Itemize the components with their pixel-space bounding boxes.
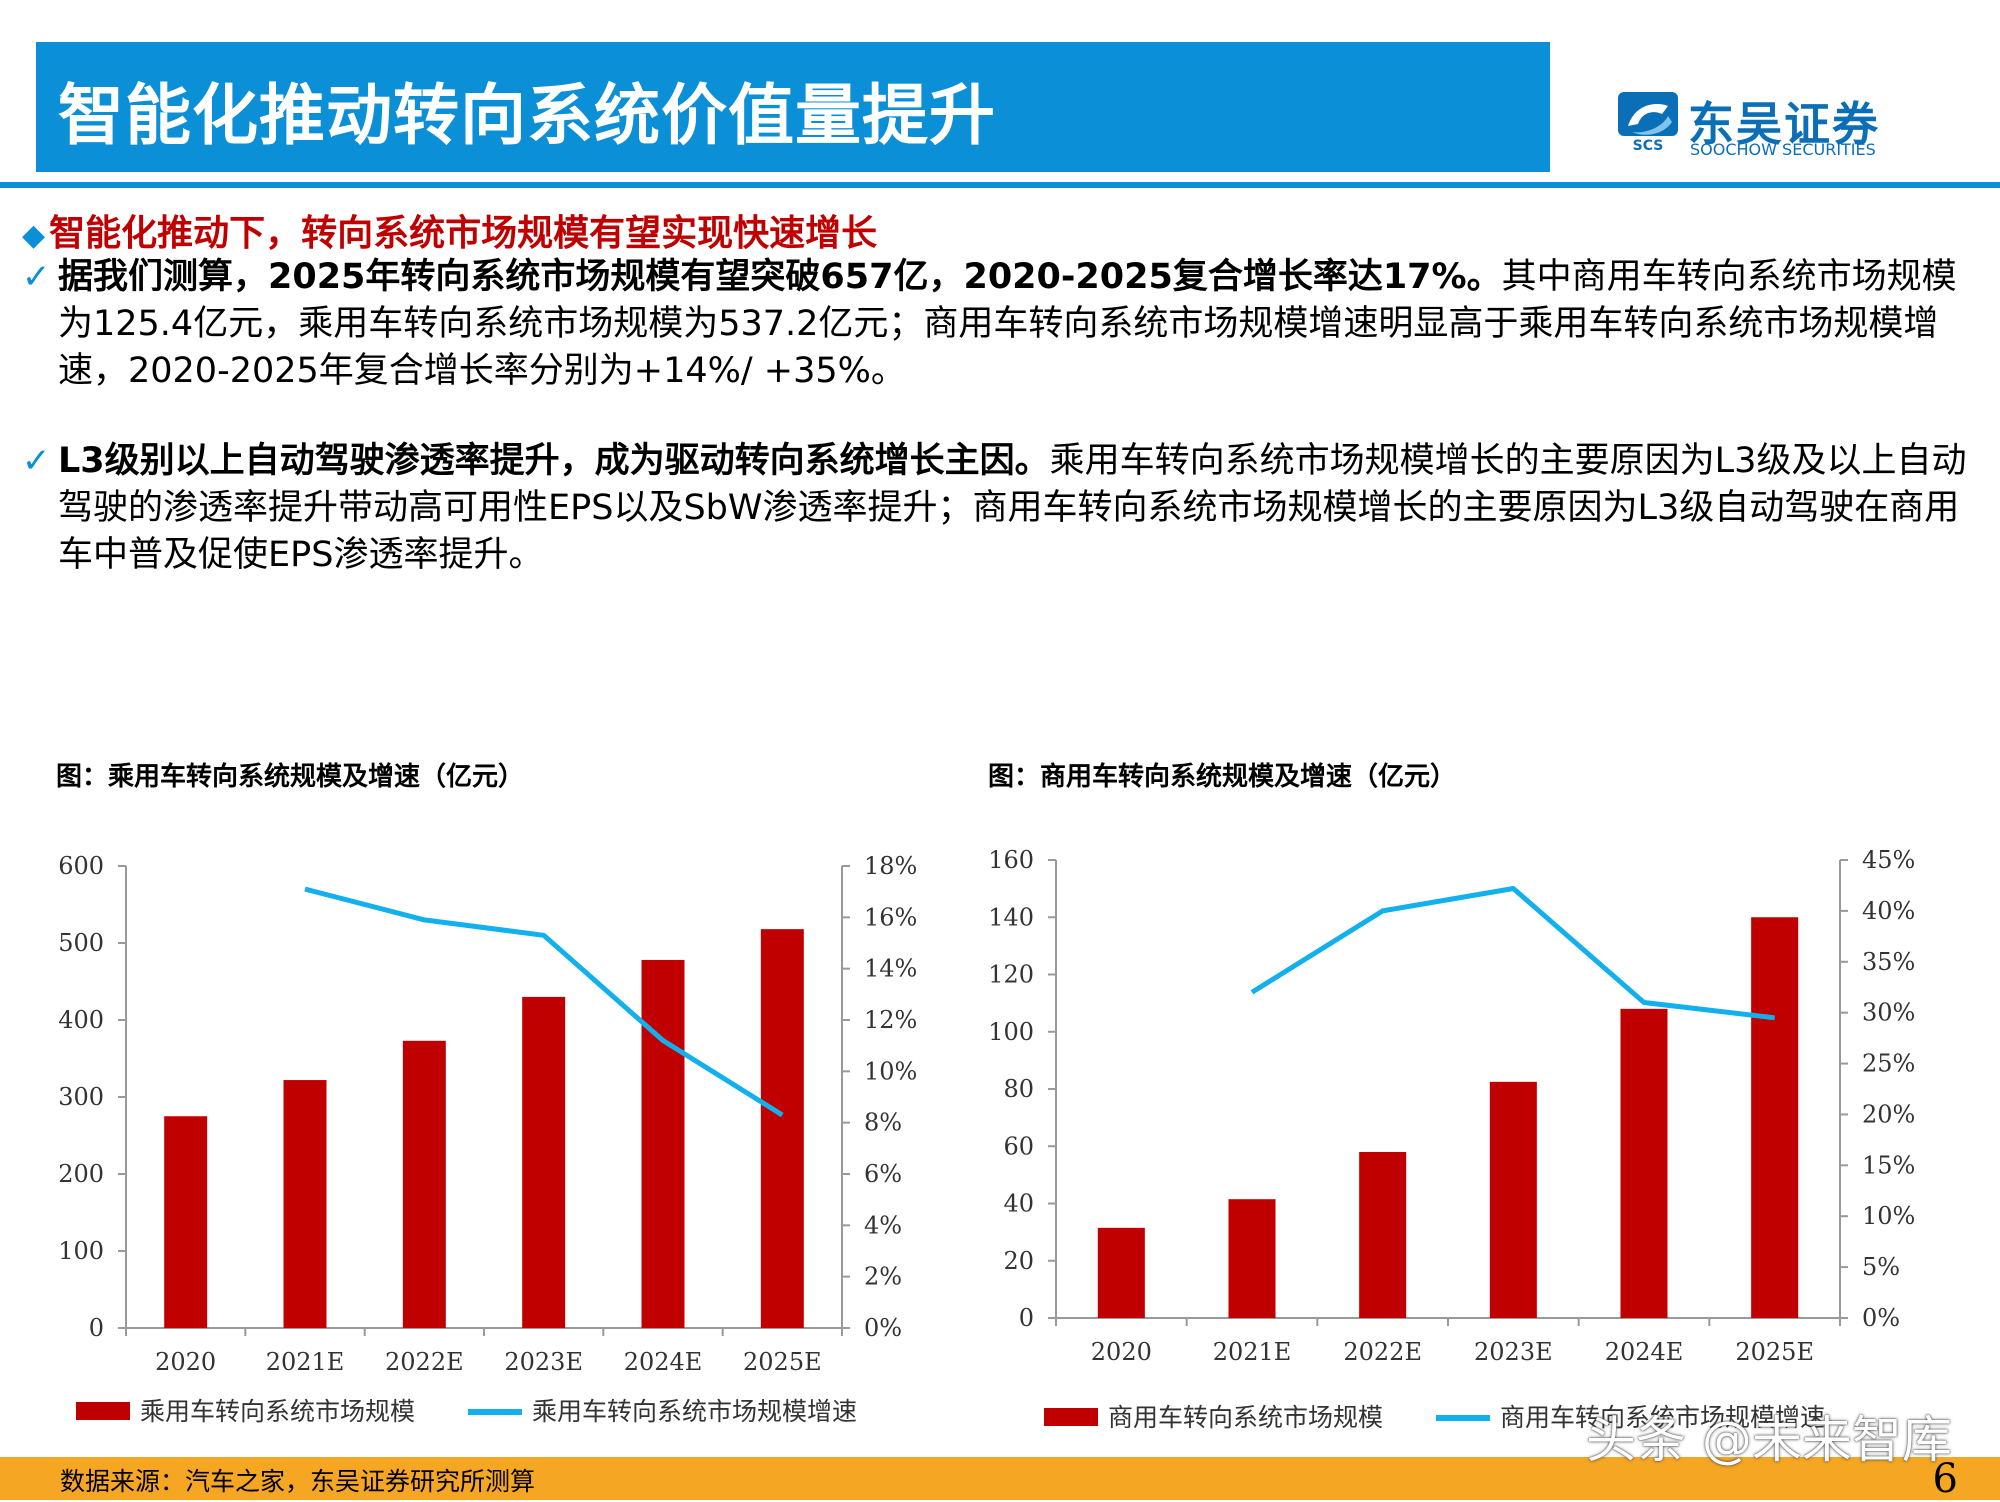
logo-abbr: SCS [1633,138,1664,152]
y-tick-label-right: 40% [1862,897,1915,925]
watermark-text: 头条 @未来智库 [1586,1411,1952,1469]
x-tick-label: 2021E [266,1348,345,1376]
y-tick-label-right: 5% [1862,1253,1900,1281]
bar-2024E [641,959,685,1328]
y-tick-label-right: 14% [864,955,917,983]
footer-bar [0,1457,2000,1500]
commercial-steering-chart: 0 20 40 60 80 100 120 140 160 0% 5% 10% 15% 20% 25% 30%… [988,846,1915,1432]
legend-line-label: 商用车转向系统市场规模增速 [1500,1403,1825,1432]
legend-line-label: 乘用车转向系统市场规模增速 [532,1397,857,1426]
bar-2025E [1751,917,1799,1318]
bullet-paragraph: 据我们测算，2025年转向系统市场规模有望突破657亿，2020-2025复合增… [58,254,1972,395]
y-tick-label-right: 10% [864,1057,917,1085]
y-tick-label-left: 80 [1003,1075,1034,1103]
y-tick-label-right: 20% [1862,1100,1915,1128]
logo-english-name: SOOCHOW SECURITIES [1690,140,1876,159]
x-tick-label: 2024E [1605,1338,1684,1366]
bullet-bold-text: 据我们测算，2025年转向系统市场规模有望突破657亿，2020-2025复合增… [58,257,1502,297]
bar-2023E [1489,1081,1537,1318]
x-tick-label: 2023E [504,1348,583,1376]
page-title: 智能化推动转向系统价值量提升 [58,77,996,154]
legend-bar-swatch [1044,1408,1098,1426]
x-tick-label: 2025E [743,1348,822,1376]
headline-text: 智能化推动下，转向系统市场规模有望实现快速增长 [49,213,878,254]
checkmark-icon: ✓ [22,257,51,297]
y-tick-label-left: 60 [1003,1132,1034,1160]
y-tick-label-left: 40 [1003,1190,1034,1218]
page-number: 6 [1932,1456,1958,1502]
x-tick-label: 2025E [1735,1338,1814,1366]
header-divider [0,182,2000,188]
y-tick-label-right: 8% [864,1109,902,1137]
y-tick-label-right: 45% [1862,846,1915,874]
bar-2025E [760,929,804,1328]
y-tick-label-left: 0 [1019,1304,1034,1332]
legend-bar-label: 乘用车转向系统市场规模 [140,1397,415,1426]
y-tick-label-right: 4% [864,1211,902,1239]
y-tick-label-left: 100 [58,1237,104,1265]
y-tick-label-left: 140 [988,903,1034,931]
bar-2021E [1228,1199,1276,1318]
legend-bar-label: 商用车转向系统市场规模 [1108,1403,1383,1432]
checkmark-icon: ✓ [22,441,51,481]
y-tick-label-right: 2% [864,1263,902,1291]
y-tick-label-left: 0 [89,1314,104,1342]
chart-title-commercial: 图：商用车转向系统规模及增速（亿元） [988,762,1457,792]
title-bar: 智能化推动转向系统价值量提升 [36,42,1550,172]
x-tick-label: 2022E [1343,1338,1422,1366]
x-tick-label: 2020 [1091,1338,1152,1366]
y-tick-label-left: 120 [988,961,1034,989]
y-tick-label-right: 0% [864,1314,902,1342]
bullet-point-1: ✓ 据我们测算，2025年转向系统市场规模有望突破657亿，2020-2025复… [22,254,1972,395]
x-tick-label: 2020 [155,1348,216,1376]
bar-2022E [402,1040,446,1328]
x-tick-label: 2024E [624,1348,703,1376]
passenger-steering-chart: 0 100 200 300 400 500 600 0% 2% 4% 6% 8% 10% 12% 14% 16… [58,852,917,1426]
y-tick-label-left: 100 [988,1018,1034,1046]
y-tick-label-right: 0% [1862,1304,1900,1332]
y-tick-label-left: 160 [988,846,1034,874]
bar-2021E [283,1080,327,1328]
bullet-paragraph: L3级别以上自动驾驶渗透率提升，成为驱动转向系统增长主因。乘用车转向系统市场规模… [58,438,1972,579]
y-tick-label-right: 12% [864,1006,917,1034]
y-tick-label-left: 400 [58,1006,104,1034]
y-tick-label-right: 18% [864,852,917,880]
y-tick-label-right: 35% [1862,948,1915,976]
bar-2024E [1620,1008,1668,1318]
y-tick-label-right: 6% [864,1160,902,1188]
growth-rate-line [304,886,784,1118]
bullet-bold-text: L3级别以上自动驾驶渗透率提升，成为驱动转向系统增长主因。 [58,441,1050,481]
bar-2020 [1097,1227,1145,1318]
y-tick-label-left: 500 [58,929,104,957]
growth-rate-line [1250,886,1775,1021]
data-source-note: 数据来源：汽车之家，东吴证券研究所测算 [60,1467,536,1496]
x-tick-label: 2022E [385,1348,464,1376]
y-tick-label-right: 25% [1862,1050,1915,1078]
diamond-bullet-icon: ◆ [22,218,46,253]
chart-title-passenger: 图：乘用车转向系统规模及增速（亿元） [56,762,525,792]
bar-2020 [164,1116,208,1328]
x-tick-label: 2023E [1474,1338,1553,1366]
bullet-body-text: 乘用车转向系统市场规模增长的主要原因为L3级及以上自动驾驶的渗透率提升带动高可用… [58,441,1967,575]
bullet-point-2: ✓ L3级别以上自动驾驶渗透率提升，成为驱动转向系统增长主因。乘用车转向系统市场… [22,438,1972,579]
y-tick-label-right: 10% [1862,1202,1915,1230]
y-tick-label-left: 600 [58,852,104,880]
y-tick-label-left: 200 [58,1160,104,1188]
y-tick-label-left: 20 [1003,1247,1034,1275]
logo-mark-icon: SCS [1618,92,1678,152]
y-tick-label-right: 15% [1862,1151,1915,1179]
company-logo: SCS 东吴证券 SOOCHOW SECURITIES [1618,92,1898,162]
y-tick-label-left: 300 [58,1083,104,1111]
section-headline: ◆ 智能化推动下，转向系统市场规模有望实现快速增长 [22,204,877,256]
bar-2023E [522,996,566,1328]
y-tick-label-right: 16% [864,903,917,931]
bullet-body-text: 其中商用车转向系统市场规模为125.4亿元，乘用车转向系统市场规模为537.2亿… [58,257,1957,391]
y-tick-label-right: 30% [1862,999,1915,1027]
x-tick-label: 2021E [1213,1338,1292,1366]
legend-bar-swatch [76,1402,130,1420]
bar-2022E [1359,1151,1407,1318]
logo-chinese-name: 东吴证券 [1688,97,1880,151]
